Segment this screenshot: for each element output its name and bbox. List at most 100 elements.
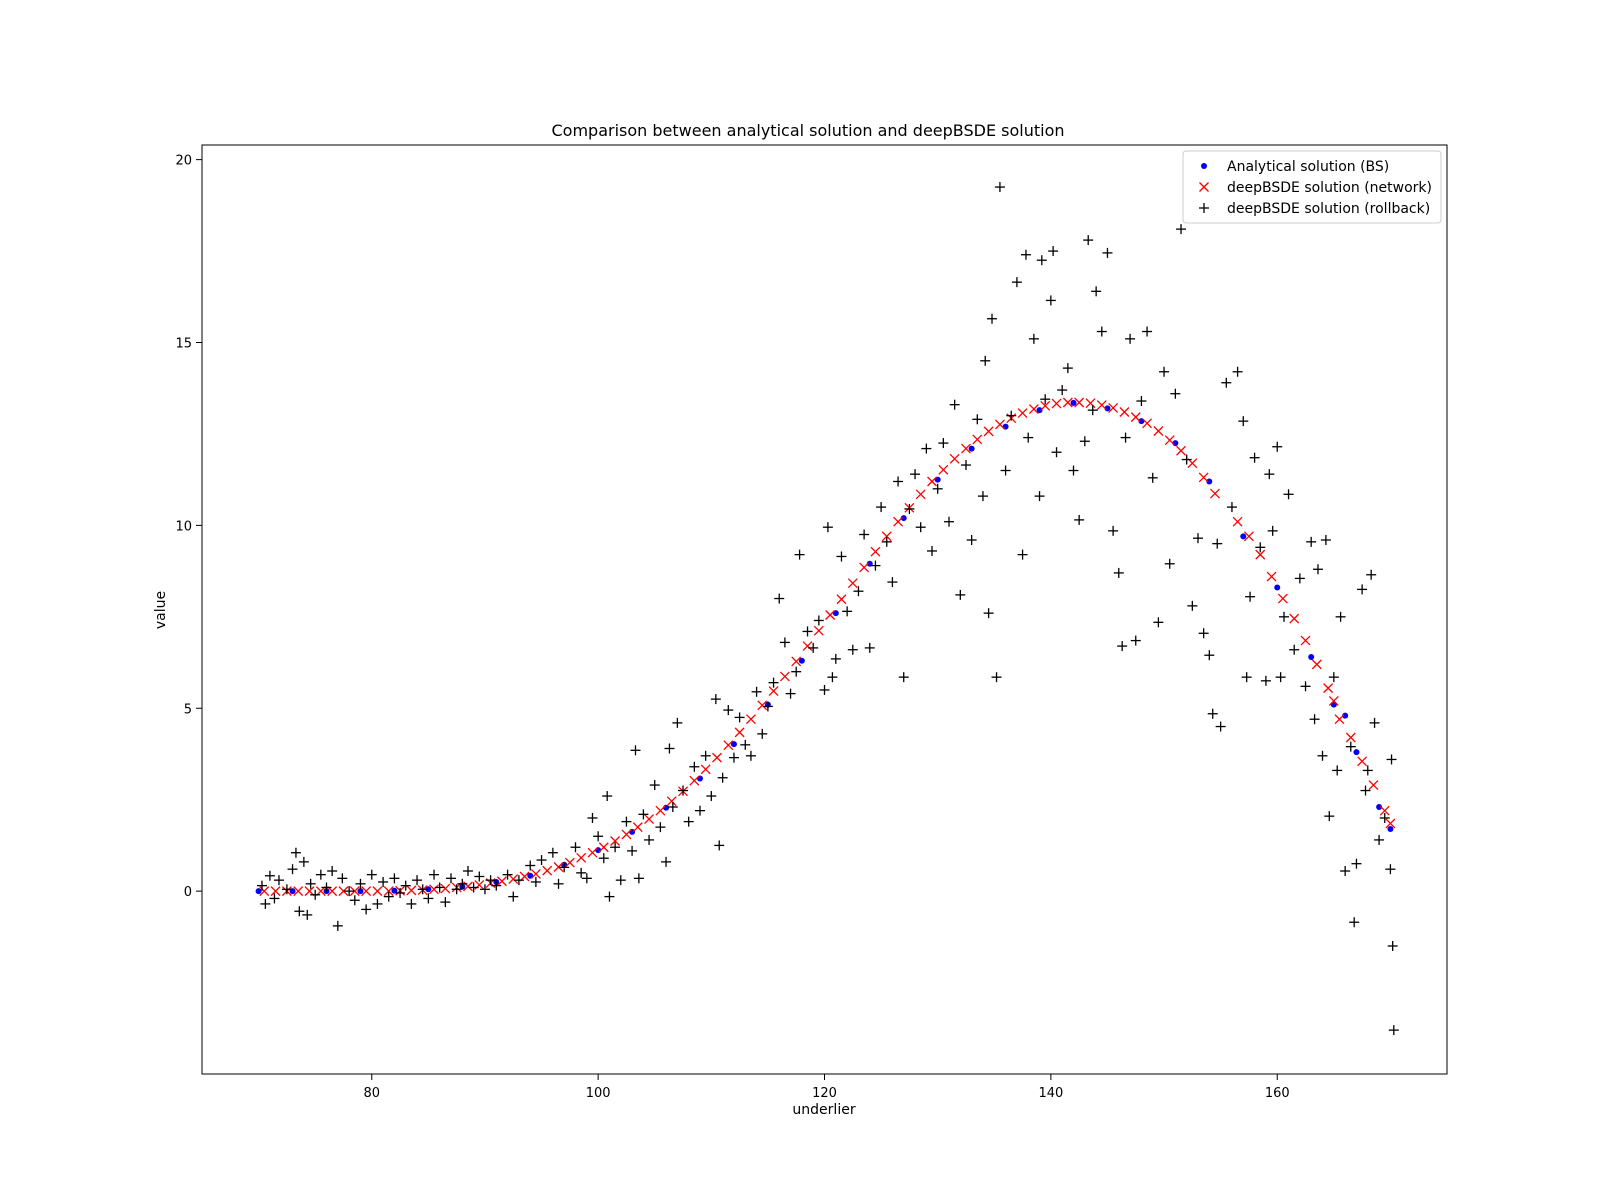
rollback-point — [1083, 235, 1094, 246]
rollback-point — [491, 880, 502, 891]
network-point — [825, 610, 836, 620]
chart-title: Comparison between analytical solution a… — [551, 121, 1064, 140]
y-tick-label: 0 — [184, 885, 192, 900]
rollback-point — [344, 886, 355, 897]
network-point — [915, 489, 926, 500]
rollback-point — [1108, 525, 1119, 536]
network-point — [542, 865, 553, 876]
rollback-point — [383, 891, 394, 902]
rollback-point — [327, 866, 338, 877]
rollback-point — [332, 920, 343, 931]
rollback-point — [395, 887, 406, 898]
analytical-point — [730, 741, 737, 748]
rollback-point — [1272, 441, 1283, 452]
rollback-point — [1312, 564, 1323, 575]
rollback-point — [944, 516, 954, 527]
network-point — [632, 822, 643, 833]
rollback-point — [785, 688, 796, 699]
rollback-point — [932, 483, 943, 494]
network-point — [259, 886, 270, 897]
network-point — [1328, 695, 1339, 706]
rollback-point — [576, 867, 587, 878]
rollback-point — [876, 502, 887, 513]
network-point — [1300, 635, 1311, 646]
x-tick-label: 80 — [363, 1086, 380, 1101]
network-point — [666, 796, 677, 807]
x-axis-label: underlier — [792, 1102, 855, 1118]
network-point — [961, 443, 971, 454]
rollback-point — [281, 884, 292, 895]
rollback-point — [372, 898, 383, 909]
network-point — [927, 476, 937, 487]
analytical-point — [900, 515, 907, 522]
rollback-point — [581, 873, 592, 884]
rollback-point — [960, 460, 971, 471]
rollback-point — [479, 884, 490, 895]
rollback-point — [870, 560, 881, 571]
network-point — [847, 578, 858, 589]
rollback-point — [683, 816, 694, 827]
rollback-point — [714, 840, 725, 851]
network-point — [496, 876, 507, 887]
network-point — [723, 740, 734, 751]
network-point — [315, 886, 326, 897]
rollback-point — [1159, 366, 1170, 377]
network-point — [1062, 397, 1073, 408]
network-point — [972, 434, 983, 445]
rollback-point — [1264, 469, 1275, 480]
rollback-point — [638, 809, 649, 820]
rollback-point — [955, 589, 966, 600]
network-point — [938, 464, 949, 475]
analytical-point — [1353, 749, 1360, 756]
series-x — [259, 397, 1396, 897]
network-point — [1289, 613, 1300, 624]
network-point — [983, 426, 994, 437]
network-point — [553, 862, 564, 872]
rollback-point — [949, 399, 960, 410]
network-point — [1385, 818, 1396, 829]
network-point — [1028, 404, 1039, 415]
rollback-point — [615, 875, 626, 886]
y-tick-label: 20 — [175, 154, 192, 169]
rollback-point — [536, 855, 547, 866]
rollback-point — [1136, 396, 1147, 407]
rollback-point — [547, 847, 558, 858]
rollback-point — [1130, 635, 1141, 646]
rollback-point — [1068, 465, 1079, 476]
rollback-point — [462, 866, 473, 877]
rollback-point — [315, 869, 326, 880]
rollback-point — [1289, 644, 1300, 655]
rollback-point — [695, 805, 705, 816]
network-point — [1153, 426, 1164, 436]
rollback-point — [1020, 249, 1031, 260]
rollback-point — [485, 875, 496, 886]
network-point — [1311, 659, 1322, 670]
rollback-point — [264, 870, 275, 881]
rollback-point — [977, 491, 988, 502]
rollback-point — [757, 728, 768, 739]
network-point — [712, 752, 722, 763]
analytical-point — [1070, 399, 1077, 406]
rollback-point — [1079, 436, 1090, 447]
rollback-point — [910, 469, 921, 480]
network-point — [893, 516, 904, 527]
network-point — [1040, 400, 1051, 411]
rollback-point — [644, 834, 655, 845]
rollback-point — [559, 862, 570, 873]
data-marks — [255, 182, 1399, 1036]
rollback-point — [570, 842, 581, 853]
network-point — [994, 419, 1005, 430]
rollback-point — [864, 642, 875, 653]
network-point — [1210, 488, 1220, 499]
rollback-point — [604, 891, 615, 902]
rollback-point — [1357, 584, 1368, 595]
rollback-point — [1204, 650, 1215, 661]
network-point — [338, 886, 349, 897]
rollback-point — [678, 785, 689, 796]
analytical-point — [1240, 533, 1247, 540]
network-point — [1266, 571, 1277, 582]
legend-entry: Analytical solution (BS) — [1227, 159, 1389, 175]
rollback-point — [1249, 452, 1260, 463]
network-point — [859, 562, 870, 573]
